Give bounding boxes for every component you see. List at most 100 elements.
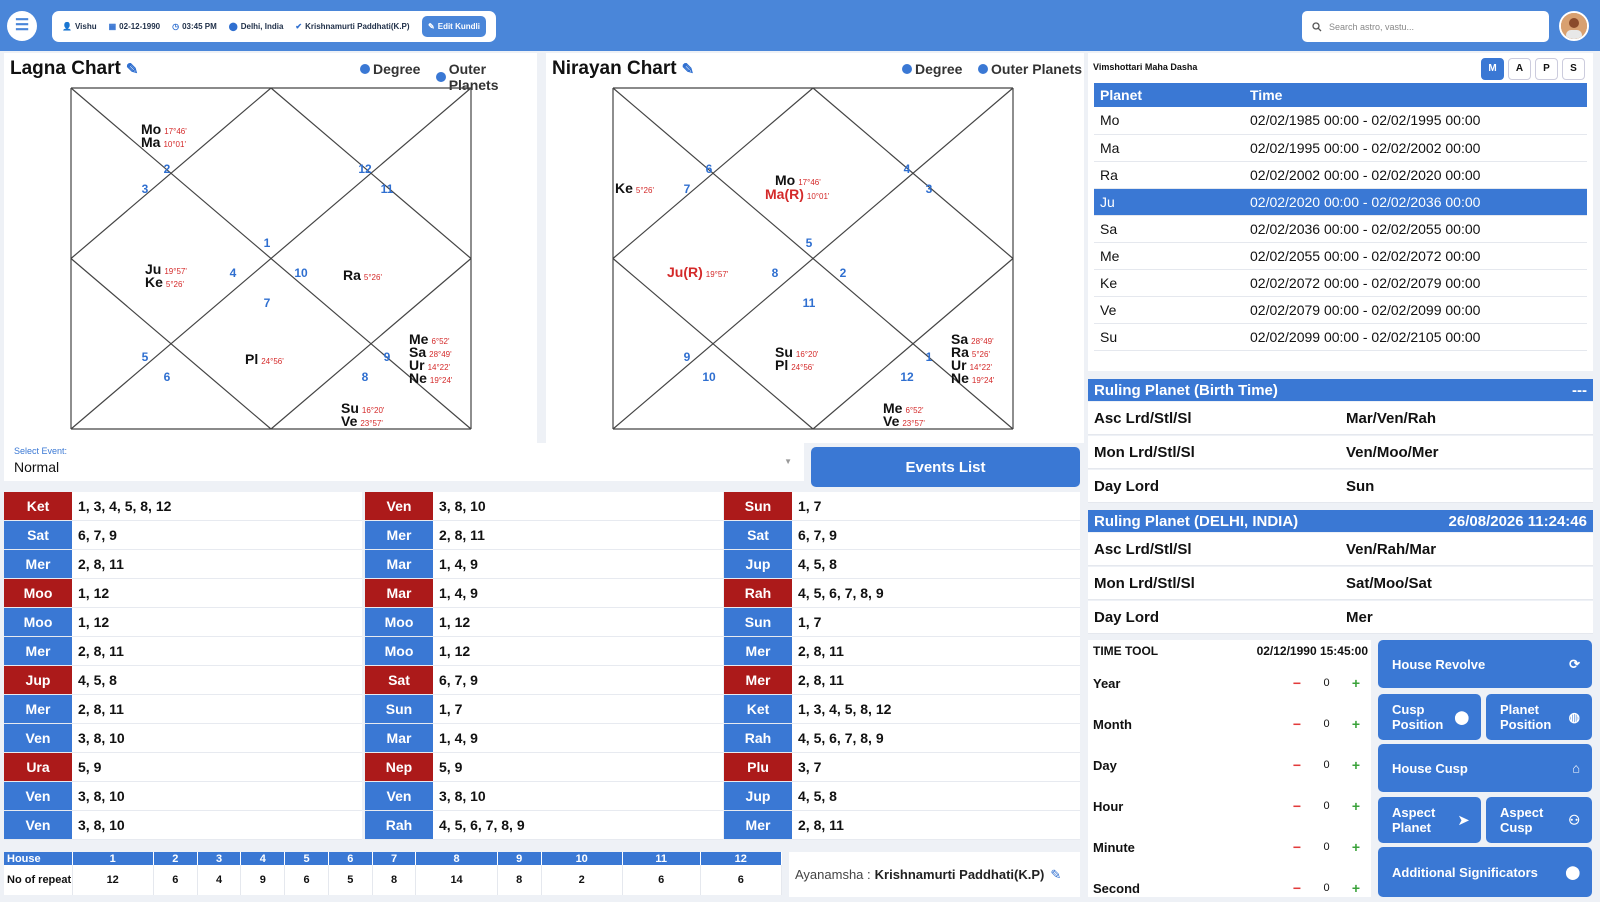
significator-planet[interactable]: Ven — [4, 782, 72, 810]
search-input[interactable]: Search astro, vastu... — [1329, 21, 1415, 32]
planet-position-button[interactable]: Planet Position ◍ — [1486, 694, 1592, 740]
significator-planet[interactable]: Mer — [724, 811, 792, 839]
minus-icon[interactable]: − — [1292, 716, 1302, 732]
significator-planet[interactable]: Ven — [365, 782, 433, 810]
significator-planet[interactable]: Mar — [365, 724, 433, 752]
dasha-row[interactable]: Sa 02/02/2036 00:00 - 02/02/2055 00:00 — [1094, 215, 1587, 243]
dasha-row[interactable]: Ma 02/02/1995 00:00 - 02/02/2002 00:00 — [1094, 134, 1587, 162]
time-stepper-value[interactable]: 0 — [1323, 759, 1330, 771]
dasha-row[interactable]: Ju 02/02/2020 00:00 - 02/02/2036 00:00 — [1094, 188, 1587, 216]
time-stepper-value[interactable]: 0 — [1323, 882, 1330, 894]
significator-planet[interactable]: Ket — [4, 492, 72, 520]
dasha-row[interactable]: Ra 02/02/2002 00:00 - 02/02/2020 00:00 — [1094, 161, 1587, 189]
dasha-row[interactable]: Mo 02/02/1985 00:00 - 02/02/1995 00:00 — [1094, 107, 1587, 135]
time-stepper-value[interactable]: 0 — [1323, 718, 1330, 730]
birth-date: 02-12-1990 — [119, 22, 161, 31]
nirayan-outer-planets-toggle[interactable]: Outer Planets — [978, 61, 1082, 77]
significator-planet[interactable]: Mer — [724, 666, 792, 694]
hamburger-menu-button[interactable]: ☰ — [7, 11, 37, 41]
significator-planet[interactable]: Sun — [724, 492, 792, 520]
significator-planet[interactable]: Sun — [724, 608, 792, 636]
edit-icon[interactable]: ✎ — [1050, 866, 1062, 882]
significator-planet[interactable]: Ven — [4, 811, 72, 839]
significator-planet[interactable]: Sat — [365, 666, 433, 694]
significator-planet[interactable]: Mer — [4, 637, 72, 665]
minus-icon[interactable]: − — [1292, 798, 1302, 814]
minus-icon[interactable]: − — [1292, 880, 1302, 896]
significator-planet[interactable]: Ket — [724, 695, 792, 723]
house-revolve-button[interactable]: House Revolve ⟳ — [1378, 640, 1592, 688]
time-stepper-value[interactable]: 0 — [1323, 841, 1330, 853]
significator-planet[interactable]: Moo — [4, 579, 72, 607]
plus-icon[interactable]: + — [1351, 880, 1361, 896]
significator-planet[interactable]: Mer — [365, 521, 433, 549]
time-tool-row-day: Day − 0 + — [1093, 755, 1368, 775]
birth-info-bar: 👤 Vishu ▦ 02-12-1990 ◷ 03:45 PM ⬤ Delhi, Ind… — [52, 11, 496, 42]
lagna-planet-label: Ke 5°26' — [145, 274, 184, 290]
significator-houses: 1, 12 — [78, 614, 110, 630]
significator-planet[interactable]: Ura — [4, 753, 72, 781]
significator-planet[interactable]: Mar — [365, 550, 433, 578]
significator-row: Sat 6, 7, 9 — [4, 521, 362, 550]
time-stepper-value[interactable]: 0 — [1323, 677, 1330, 689]
cusp-position-button[interactable]: Cusp Position ⬤ — [1378, 694, 1481, 740]
significator-planet[interactable]: Mer — [724, 637, 792, 665]
significator-planet[interactable]: Moo — [365, 608, 433, 636]
select-event-dropdown[interactable]: Select Event: Normal ▼ — [4, 443, 804, 481]
significator-planet[interactable]: Plu — [724, 753, 792, 781]
plus-icon[interactable]: + — [1351, 716, 1361, 732]
additional-significators-button[interactable]: Additional Significators ⬤ — [1378, 847, 1592, 897]
dasha-row[interactable]: Ke 02/02/2072 00:00 - 02/02/2079 00:00 — [1094, 269, 1587, 297]
plus-icon[interactable]: + — [1351, 839, 1361, 855]
significator-planet[interactable]: Moo — [4, 608, 72, 636]
minus-icon[interactable]: − — [1292, 757, 1302, 773]
minus-icon[interactable]: − — [1292, 675, 1302, 691]
dasha-button-m[interactable]: M — [1481, 58, 1504, 80]
significator-planet[interactable]: Nep — [365, 753, 433, 781]
significator-planet[interactable]: Mer — [4, 550, 72, 578]
edit-kundli-button[interactable]: ✎ Edit Kundli — [422, 16, 486, 37]
plus-icon[interactable]: + — [1351, 757, 1361, 773]
aspect-planet-button[interactable]: Aspect Planet ➤ — [1378, 797, 1481, 843]
dasha-button-p[interactable]: P — [1535, 58, 1558, 80]
search-bar[interactable]: Search astro, vastu... — [1302, 11, 1549, 42]
time-tool-row-minute: Minute − 0 + — [1093, 837, 1368, 857]
significator-planet[interactable]: Jup — [724, 782, 792, 810]
avatar[interactable] — [1559, 11, 1589, 41]
aspect-cusp-button[interactable]: Aspect Cusp ⚇ — [1486, 797, 1592, 843]
nirayan-degree-toggle[interactable]: Degree — [902, 61, 962, 77]
edit-icon[interactable]: ✎ — [125, 61, 139, 78]
events-list-button[interactable]: Events List — [811, 447, 1080, 487]
significator-planet[interactable]: Sat — [724, 521, 792, 549]
repeat-count-cell: 12 — [72, 865, 154, 895]
significator-houses: 4, 5, 8 — [798, 788, 837, 804]
dasha-button-a[interactable]: A — [1508, 58, 1531, 80]
significator-planet[interactable]: Jup — [4, 666, 72, 694]
significator-planet[interactable]: Mar — [365, 579, 433, 607]
dasha-time: 02/02/2055 00:00 - 02/02/2072 00:00 — [1244, 242, 1587, 270]
plus-icon[interactable]: + — [1351, 675, 1361, 691]
time-stepper-value[interactable]: 0 — [1323, 800, 1330, 812]
significator-planet[interactable]: Sat — [4, 521, 72, 549]
significator-planet[interactable]: Rah — [724, 579, 792, 607]
minus-icon[interactable]: − — [1292, 839, 1302, 855]
significator-planet[interactable]: Ven — [365, 492, 433, 520]
edit-icon[interactable]: ✎ — [681, 61, 695, 78]
house-cusp-button[interactable]: House Cusp ⌂ — [1378, 744, 1592, 792]
significator-planet[interactable]: Mer — [4, 695, 72, 723]
dasha-row[interactable]: Me 02/02/2055 00:00 - 02/02/2072 00:00 — [1094, 242, 1587, 270]
lagna-degree-toggle[interactable]: Degree — [360, 61, 420, 77]
house-number-cell: 7 — [372, 852, 417, 865]
nirayan-house-number: 11 — [803, 296, 816, 310]
significator-planet[interactable]: Rah — [724, 724, 792, 752]
significator-planet[interactable]: Rah — [365, 811, 433, 839]
dasha-row[interactable]: Su 02/02/2099 00:00 - 02/02/2105 00:00 — [1094, 323, 1587, 351]
significator-planet[interactable]: Sun — [365, 695, 433, 723]
significator-planet[interactable]: Jup — [724, 550, 792, 578]
dasha-button-s[interactable]: S — [1562, 58, 1585, 80]
significator-planet[interactable]: Moo — [365, 637, 433, 665]
significator-planet[interactable]: Ven — [4, 724, 72, 752]
dasha-row[interactable]: Ve 02/02/2079 00:00 - 02/02/2099 00:00 — [1094, 296, 1587, 324]
plus-icon[interactable]: + — [1351, 798, 1361, 814]
lagna-outer-planets-toggle[interactable]: Outer Planets — [436, 61, 537, 93]
